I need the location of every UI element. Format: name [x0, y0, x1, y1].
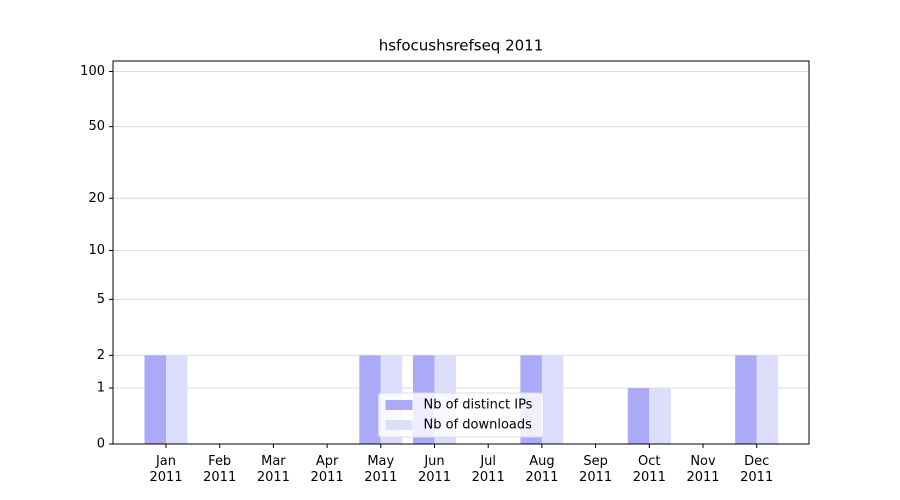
x-tick-label: Mar 2011 [257, 454, 290, 485]
y-tick-label: 1 [97, 381, 105, 396]
x-tick-label: Jan 2011 [149, 454, 182, 485]
bar [144, 355, 166, 444]
legend-label: Nb of distinct IPs [424, 398, 533, 413]
x-tick-label: Oct 2011 [633, 454, 666, 485]
legend-swatch [385, 400, 413, 410]
bar [649, 388, 671, 444]
bar [541, 355, 564, 444]
x-tick-label: Sep 2011 [579, 454, 612, 485]
x-tick-label: Feb 2011 [203, 454, 236, 485]
x-tick-label: Dec 2011 [740, 454, 773, 485]
x-tick-label: Nov 2011 [686, 454, 719, 485]
x-tick-label: Apr 2011 [311, 454, 344, 485]
legend-box [378, 392, 544, 438]
chart-title: hsfocushsrefseq 2011 [379, 37, 544, 55]
x-tick-label: May 2011 [364, 454, 397, 485]
x-tick-label: Aug 2011 [525, 454, 558, 485]
bar [166, 355, 188, 444]
bar [735, 355, 757, 444]
y-tick-label: 0 [97, 437, 105, 452]
y-tick-label: 5 [97, 292, 105, 307]
legend-swatch [385, 420, 413, 430]
y-tick-label: 100 [80, 64, 105, 79]
bar [359, 355, 381, 444]
legend-label: Nb of downloads [424, 418, 533, 433]
bar [756, 355, 779, 444]
x-tick-label: Jun 2011 [418, 454, 451, 485]
plot-frame [112, 60, 810, 445]
x-tick-label: Jul 2011 [472, 454, 505, 485]
y-tick-label: 2 [97, 348, 105, 363]
y-tick-label: 50 [88, 119, 105, 134]
y-tick-label: 20 [88, 191, 105, 206]
y-tick-label: 10 [88, 243, 105, 258]
bar [627, 388, 650, 444]
